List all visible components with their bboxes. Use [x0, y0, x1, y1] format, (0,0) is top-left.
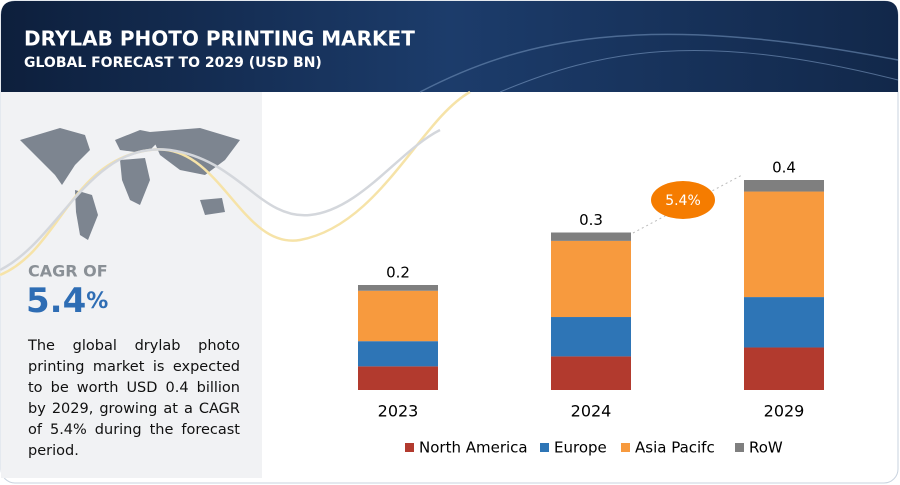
bar-segment: [744, 191, 824, 298]
deco: [419, 33, 899, 93]
legend-swatch: [405, 443, 414, 452]
bar-segment: [358, 285, 438, 291]
cagr-label: CAGR OF: [28, 262, 108, 281]
cagr-unit: %: [86, 289, 108, 314]
total-label: 0.3: [579, 211, 603, 229]
bar-segment: [744, 297, 824, 348]
bar-segment: [744, 347, 824, 390]
deco: [499, 50, 899, 93]
bar-segment: [358, 290, 438, 342]
cagr-value: 5.4: [26, 281, 86, 321]
bar-segment: [358, 366, 438, 390]
legend-swatch: [621, 443, 630, 452]
total-label: 0.2: [386, 264, 410, 282]
title: DRYLAB PHOTO PRINTING MARKET: [24, 27, 415, 51]
bar-segment: [551, 356, 631, 390]
bar-segment: [551, 240, 631, 318]
description: The global drylab photo printing market …: [28, 338, 240, 459]
deco: [0, 128, 441, 272]
header: [1, 1, 898, 92]
bar-segment: [551, 317, 631, 357]
bar-segment: [551, 232, 631, 241]
legend-swatch: [540, 443, 549, 452]
legend-label: RoW: [749, 439, 783, 457]
annotation: 5.4%: [665, 193, 701, 209]
legend-swatch: [735, 443, 744, 452]
x-tick-label: 2023: [378, 402, 419, 421]
legend-label: Europe: [554, 439, 607, 457]
total-label: 0.4: [772, 159, 796, 177]
x-tick-label: 2029: [764, 402, 805, 421]
annotation-bubble: [651, 181, 715, 219]
x-tick-label: 2024: [571, 402, 612, 421]
cagr: 5.4%: [26, 281, 108, 321]
world-map: [20, 128, 240, 240]
legend-label: North America: [419, 439, 528, 457]
subtitle: GLOBAL FORECAST TO 2029 (USD BN): [24, 55, 322, 71]
legend-label: Asia Pacifc: [635, 439, 715, 457]
bar-segment: [744, 180, 824, 192]
bar-segment: [358, 341, 438, 367]
